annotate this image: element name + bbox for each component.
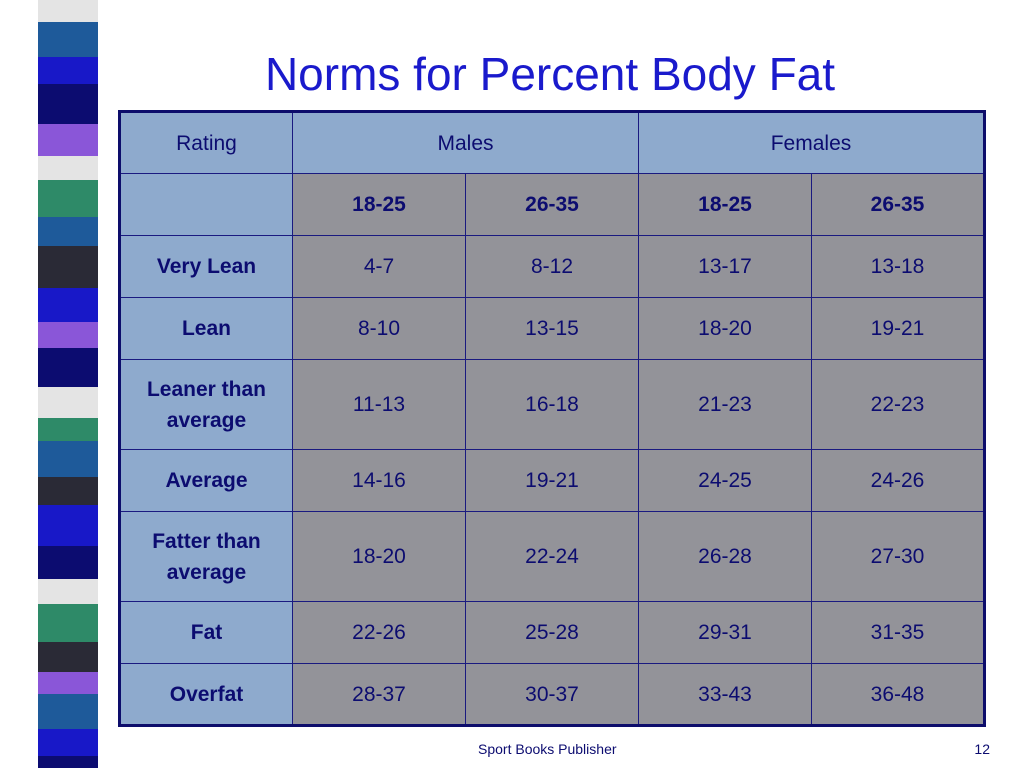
- value-cell: 18-20: [638, 297, 812, 360]
- value-cell: 21-23: [638, 359, 812, 450]
- table-age-row: 18-25 26-35 18-25 26-35: [119, 173, 985, 236]
- decorative-stripe-bar: [38, 0, 98, 768]
- decorative-stripe: [38, 156, 98, 180]
- value-cell: 22-23: [811, 359, 985, 450]
- value-cell: 8-12: [465, 235, 639, 298]
- rating-label: Very Lean: [119, 235, 293, 298]
- decorative-stripe: [38, 546, 98, 579]
- value-cell: 26-28: [638, 511, 812, 602]
- table-row: Leaner than average 11-13 16-18 21-23 22…: [119, 359, 985, 450]
- rating-label: Leaner than average: [119, 359, 293, 450]
- value-cell: 19-21: [465, 449, 639, 512]
- decorative-stripe: [38, 756, 98, 768]
- value-cell: 22-26: [292, 601, 466, 664]
- value-cell: 18-20: [292, 511, 466, 602]
- decorative-stripe: [38, 0, 98, 22]
- decorative-stripe: [38, 217, 98, 246]
- value-cell: 36-48: [811, 663, 985, 726]
- slide-title: Norms for Percent Body Fat: [264, 48, 836, 100]
- header-rating: Rating: [119, 111, 293, 174]
- value-cell: 25-28: [465, 601, 639, 664]
- table-row: Lean 8-10 13-15 18-20 19-21: [119, 297, 985, 360]
- age-row-label: [119, 173, 293, 236]
- table-row: Very Lean 4-7 8-12 13-17 13-18: [119, 235, 985, 298]
- decorative-stripe: [38, 694, 98, 729]
- value-cell: 13-15: [465, 297, 639, 360]
- footer-publisher: Sport Books Publisher: [478, 741, 617, 757]
- decorative-stripe: [38, 729, 98, 756]
- rating-label: Lean: [119, 297, 293, 360]
- body-fat-norms-table: Rating Males Females 18-25 26-35 18-25 2…: [118, 110, 986, 727]
- value-cell: 30-37: [465, 663, 639, 726]
- rating-label: Fat: [119, 601, 293, 664]
- rating-label: Overfat: [119, 663, 293, 726]
- decorative-stripe: [38, 441, 98, 477]
- value-cell: 27-30: [811, 511, 985, 602]
- value-cell: 33-43: [638, 663, 812, 726]
- table-row: Fatter than average 18-20 22-24 26-28 27…: [119, 511, 985, 602]
- value-cell: 31-35: [811, 601, 985, 664]
- value-cell: 8-10: [292, 297, 466, 360]
- age-group-cell: 18-25: [292, 173, 466, 236]
- table-header-row: Rating Males Females: [119, 111, 985, 174]
- decorative-stripe: [38, 246, 98, 288]
- decorative-stripe: [38, 22, 98, 57]
- age-group-cell: 26-35: [465, 173, 639, 236]
- decorative-stripe: [38, 180, 98, 217]
- decorative-stripe: [38, 84, 98, 124]
- table-row: Overfat 28-37 30-37 33-43 36-48: [119, 663, 985, 726]
- age-group-cell: 26-35: [811, 173, 985, 236]
- decorative-stripe: [38, 505, 98, 546]
- decorative-stripe: [38, 124, 98, 156]
- value-cell: 29-31: [638, 601, 812, 664]
- table-row: Average 14-16 19-21 24-25 24-26: [119, 449, 985, 512]
- value-cell: 16-18: [465, 359, 639, 450]
- value-cell: 19-21: [811, 297, 985, 360]
- value-cell: 13-18: [811, 235, 985, 298]
- age-group-cell: 18-25: [638, 173, 812, 236]
- header-males: Males: [292, 111, 639, 174]
- value-cell: 24-26: [811, 449, 985, 512]
- value-cell: 13-17: [638, 235, 812, 298]
- table-row: Fat 22-26 25-28 29-31 31-35: [119, 601, 985, 664]
- value-cell: 14-16: [292, 449, 466, 512]
- decorative-stripe: [38, 477, 98, 505]
- value-cell: 11-13: [292, 359, 466, 450]
- header-females: Females: [638, 111, 985, 174]
- value-cell: 4-7: [292, 235, 466, 298]
- decorative-stripe: [38, 348, 98, 387]
- decorative-stripe: [38, 322, 98, 348]
- rating-label: Average: [119, 449, 293, 512]
- value-cell: 28-37: [292, 663, 466, 726]
- decorative-stripe: [38, 579, 98, 604]
- decorative-stripe: [38, 418, 98, 441]
- value-cell: 24-25: [638, 449, 812, 512]
- decorative-stripe: [38, 57, 98, 84]
- page-number: 12: [974, 741, 990, 757]
- value-cell: 22-24: [465, 511, 639, 602]
- decorative-stripe: [38, 604, 98, 642]
- decorative-stripe: [38, 387, 98, 418]
- decorative-stripe: [38, 642, 98, 672]
- decorative-stripe: [38, 288, 98, 322]
- decorative-stripe: [38, 672, 98, 694]
- rating-label: Fatter than average: [119, 511, 293, 602]
